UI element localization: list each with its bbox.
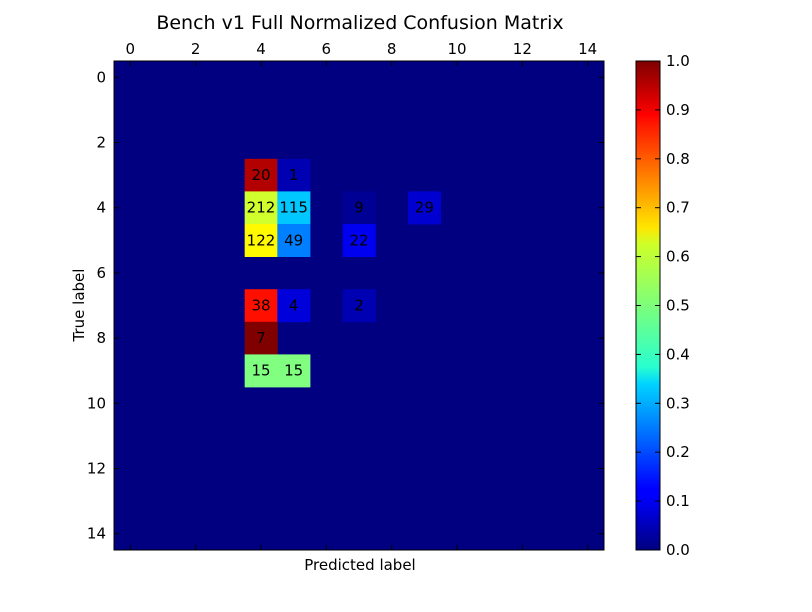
y-tick-label: 10	[87, 394, 106, 412]
colorbar-ticks: 0.0 0.1 0.2 0.3 0.4 0.5 0.6 0.7 0.8 0.9 1.0	[636, 52, 690, 559]
matrix-cell	[342, 289, 376, 323]
matrix-cell	[277, 354, 311, 388]
matrix-cell	[244, 354, 278, 388]
x-tick-label: 4	[256, 40, 266, 58]
x-tick-label: 6	[322, 40, 332, 58]
matrix-cell	[342, 191, 376, 225]
y-tick-label: 2	[96, 134, 106, 152]
matrix-cell-label: 20	[251, 166, 270, 184]
y-axis-label: True label	[70, 269, 88, 343]
colorbar-tick-label: 0.0	[666, 541, 690, 559]
y-tick-label: 8	[96, 329, 106, 347]
x-tick-label: 8	[387, 40, 397, 58]
matrix-cell-label: 29	[415, 199, 434, 217]
colorbar-tick-label: 0.8	[666, 150, 690, 168]
matrix-cell	[277, 289, 311, 323]
colorbar-tick-label: 0.7	[666, 199, 690, 217]
matrix-cell-label: 38	[251, 297, 270, 315]
matrix-cell-label: 49	[284, 231, 303, 249]
colorbar-tick-label: 0.6	[666, 248, 690, 266]
colorbar: 0.0 0.1 0.2 0.3 0.4 0.5 0.6 0.7 0.8 0.9 1.0	[635, 52, 690, 559]
y-tick-label: 14	[87, 525, 106, 543]
matrix-cell-label: 115	[279, 199, 308, 217]
matrix-cell-labels: 20 1 212 115 9 29 122 49 22 38 4 2 7 15 15	[247, 166, 434, 380]
x-tick-label: 2	[191, 40, 201, 58]
x-axis-label: Predicted label	[304, 556, 415, 574]
colorbar-tick-label: 0.9	[666, 101, 690, 119]
matrix-cell-label: 212	[247, 199, 276, 217]
colorbar-tick-label: 0.1	[666, 492, 690, 510]
matrix-cell	[244, 158, 278, 192]
y-tick-label: 12	[87, 460, 106, 478]
matrix-cell-label: 2	[354, 297, 364, 315]
x-tick-label: 10	[447, 40, 466, 58]
matrix-cell-label: 122	[247, 231, 276, 249]
x-tick-label: 0	[126, 40, 136, 58]
matrix-cell	[277, 158, 311, 192]
matrix-plot-area: 20 1 212 115 9 29 122 49 22 38 4 2 7 15 15	[113, 60, 605, 551]
matrix-cell-label: 4	[289, 297, 299, 315]
matrix-cell-label: 1	[289, 166, 299, 184]
colorbar-tick-label: 0.5	[666, 297, 690, 315]
matrix-cell-label: 15	[251, 362, 270, 380]
matrix-cell-label: 9	[354, 199, 364, 217]
matrix-cell	[408, 191, 442, 225]
matrix-cells	[244, 158, 442, 388]
matrix-cell-label: 15	[284, 362, 303, 380]
x-tick-label: 12	[513, 40, 532, 58]
y-tick-label: 6	[96, 264, 106, 282]
matrix-cell	[244, 191, 278, 225]
colorbar-tick-label: 0.4	[666, 345, 690, 363]
matrix-frame	[113, 60, 605, 551]
chart-title: Bench v1 Full Normalized Confusion Matri…	[156, 12, 563, 34]
matrix-cell-label: 7	[256, 329, 266, 347]
colorbar-tick-label: 0.2	[666, 443, 690, 461]
matrix-cell	[277, 224, 311, 257]
x-tick-label: 14	[578, 40, 597, 58]
matrix-cell-label: 22	[349, 231, 368, 249]
matrix-cell	[277, 191, 311, 225]
x-axis-ticks: 0 2 4 6 8 10 12 14	[126, 40, 597, 550]
matrix-cell	[342, 224, 376, 257]
matrix-cell	[244, 224, 278, 257]
y-tick-label: 0	[96, 68, 106, 86]
matrix-cell	[244, 289, 278, 323]
y-tick-label: 4	[96, 199, 106, 217]
colorbar-tick-label: 1.0	[666, 52, 690, 70]
colorbar-tick-label: 0.3	[666, 394, 690, 412]
matrix-cell	[244, 321, 278, 355]
